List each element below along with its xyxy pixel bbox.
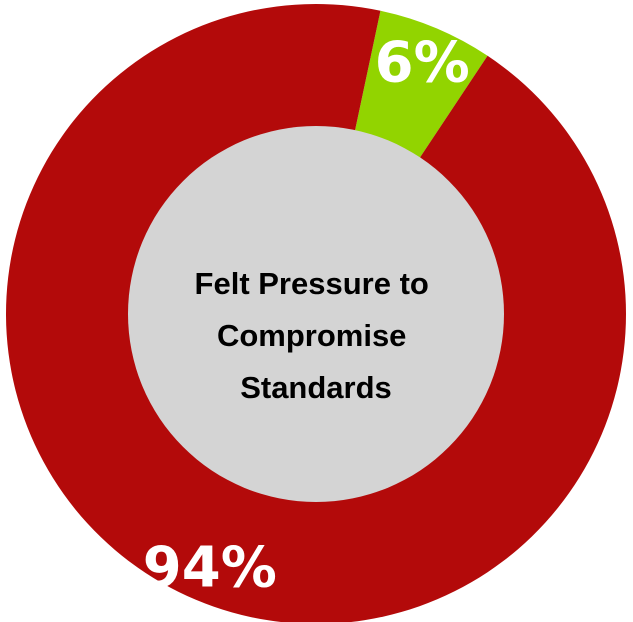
- slice-label-0: 6%: [375, 30, 470, 95]
- center-label-line-2: Compromise: [217, 318, 406, 353]
- center-label-line-3: Standards: [240, 370, 392, 405]
- slice-label-1: 94%: [143, 536, 277, 601]
- donut-center: [128, 126, 504, 502]
- slice-labels: 6% 94%: [143, 30, 470, 600]
- center-label-line-1: Felt Pressure to: [195, 266, 429, 301]
- center-label: Felt Pressure to Compromise Standards: [195, 266, 438, 405]
